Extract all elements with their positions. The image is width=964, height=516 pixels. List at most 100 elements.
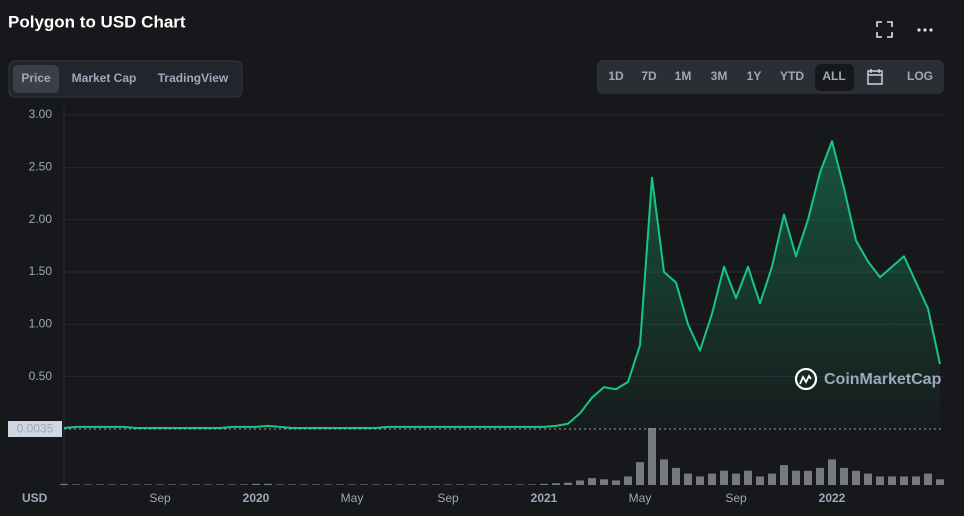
- range-button[interactable]: YTD: [780, 69, 804, 83]
- volume-bar: [792, 470, 800, 485]
- volume-bar: [444, 484, 452, 485]
- range-active-bg: [815, 64, 854, 91]
- volume-bar: [720, 470, 728, 485]
- volume-bar: [600, 479, 608, 485]
- volume-bar: [228, 484, 236, 485]
- tab-group: [8, 60, 243, 98]
- volume-bar: [780, 465, 788, 485]
- volume-bar: [564, 482, 572, 485]
- volume-bar: [276, 484, 284, 485]
- x-tick-label: 2021: [531, 491, 558, 505]
- chart-title: Polygon to USD Chart: [8, 12, 186, 31]
- volume-bar: [348, 484, 356, 485]
- volume-bar: [168, 484, 176, 485]
- range-button[interactable]: 1Y: [747, 69, 762, 83]
- volume-bar: [660, 459, 668, 485]
- volume-bar: [816, 467, 824, 485]
- more-icon[interactable]: [917, 28, 933, 32]
- volume-bar: [420, 484, 428, 485]
- price-marker-bg: [8, 421, 62, 437]
- y-tick-label: 1.00: [29, 317, 53, 331]
- volume-bar: [672, 467, 680, 485]
- fullscreen-icon[interactable]: [876, 21, 893, 38]
- tab[interactable]: TradingView: [158, 71, 229, 85]
- volume-bar: [408, 484, 416, 485]
- volume-bar: [912, 476, 920, 485]
- price-marker: 0.0035: [17, 422, 54, 436]
- volume-bar: [108, 484, 116, 485]
- y-tick-label: 2.50: [29, 160, 53, 174]
- volume-bar: [588, 478, 596, 485]
- tab[interactable]: Price: [21, 71, 51, 85]
- volume-bar: [252, 483, 260, 485]
- volume-bar: [636, 462, 644, 485]
- volume-bar: [72, 484, 80, 485]
- volume-bar: [696, 476, 704, 485]
- range-button[interactable]: 1M: [675, 69, 692, 83]
- calendar-icon[interactable]: [867, 69, 883, 85]
- volume-bar: [120, 484, 128, 485]
- range-button[interactable]: 7D: [641, 69, 657, 83]
- volume-bar: [852, 470, 860, 485]
- y-tick-label: 0.50: [29, 369, 53, 383]
- volume-bar: [204, 484, 212, 485]
- currency-label: USD: [22, 491, 48, 505]
- volume-bar: [708, 473, 716, 485]
- volume-bar: [540, 483, 548, 485]
- x-tick-label: May: [629, 491, 652, 505]
- x-tick-label: 2022: [819, 491, 846, 505]
- volume-bar: [744, 470, 752, 485]
- volume-bar: [480, 484, 488, 485]
- volume-bar: [456, 484, 464, 485]
- volume-bar: [360, 484, 368, 485]
- volume-bar: [192, 484, 200, 485]
- volume-bar: [648, 428, 656, 485]
- tab[interactable]: Market Cap: [72, 71, 137, 85]
- x-tick-label: May: [341, 491, 364, 505]
- volume-bar: [240, 484, 248, 485]
- x-tick-label: 2020: [243, 491, 270, 505]
- volume-bar: [876, 476, 884, 485]
- x-tick-label: Sep: [149, 491, 171, 505]
- volume-bar: [828, 459, 836, 485]
- volume-bar: [264, 483, 272, 485]
- range-button[interactable]: 1D: [608, 69, 624, 83]
- volume-bar: [528, 484, 536, 485]
- volume-bar: [732, 473, 740, 485]
- range-button[interactable]: ALL: [822, 69, 845, 83]
- volume-bar: [432, 484, 440, 485]
- volume-bar: [324, 484, 332, 485]
- range-button[interactable]: 3M: [711, 69, 728, 83]
- volume-bar: [312, 484, 320, 485]
- volume-bar: [84, 484, 92, 485]
- watermark-logo: [794, 367, 818, 391]
- log-button[interactable]: LOG: [907, 69, 933, 83]
- volume-bar: [216, 484, 224, 485]
- y-tick-label: 1.50: [29, 264, 53, 278]
- volume-bar: [372, 484, 380, 485]
- x-tick-label: Sep: [437, 491, 459, 505]
- price-area: [64, 141, 940, 429]
- volume-bar: [60, 483, 68, 485]
- volume-bar: [144, 484, 152, 485]
- volume-bar: [288, 484, 296, 485]
- volume-bar: [756, 476, 764, 485]
- volume-bar: [384, 484, 392, 485]
- volume-bar: [396, 484, 404, 485]
- volume-bar: [492, 484, 500, 485]
- volume-bar: [504, 484, 512, 485]
- volume-bar: [924, 473, 932, 485]
- volume-bar: [768, 473, 776, 485]
- volume-bar: [624, 476, 632, 485]
- volume-bar: [888, 476, 896, 485]
- watermark: CoinMarketCap: [824, 371, 942, 388]
- volume-bar: [864, 473, 872, 485]
- volume-bar: [132, 484, 140, 485]
- volume-bar: [684, 473, 692, 485]
- volume-bar: [936, 479, 944, 485]
- watermark-logo-mark: [799, 374, 812, 385]
- range-group: [597, 60, 944, 94]
- volume-bar: [468, 484, 476, 485]
